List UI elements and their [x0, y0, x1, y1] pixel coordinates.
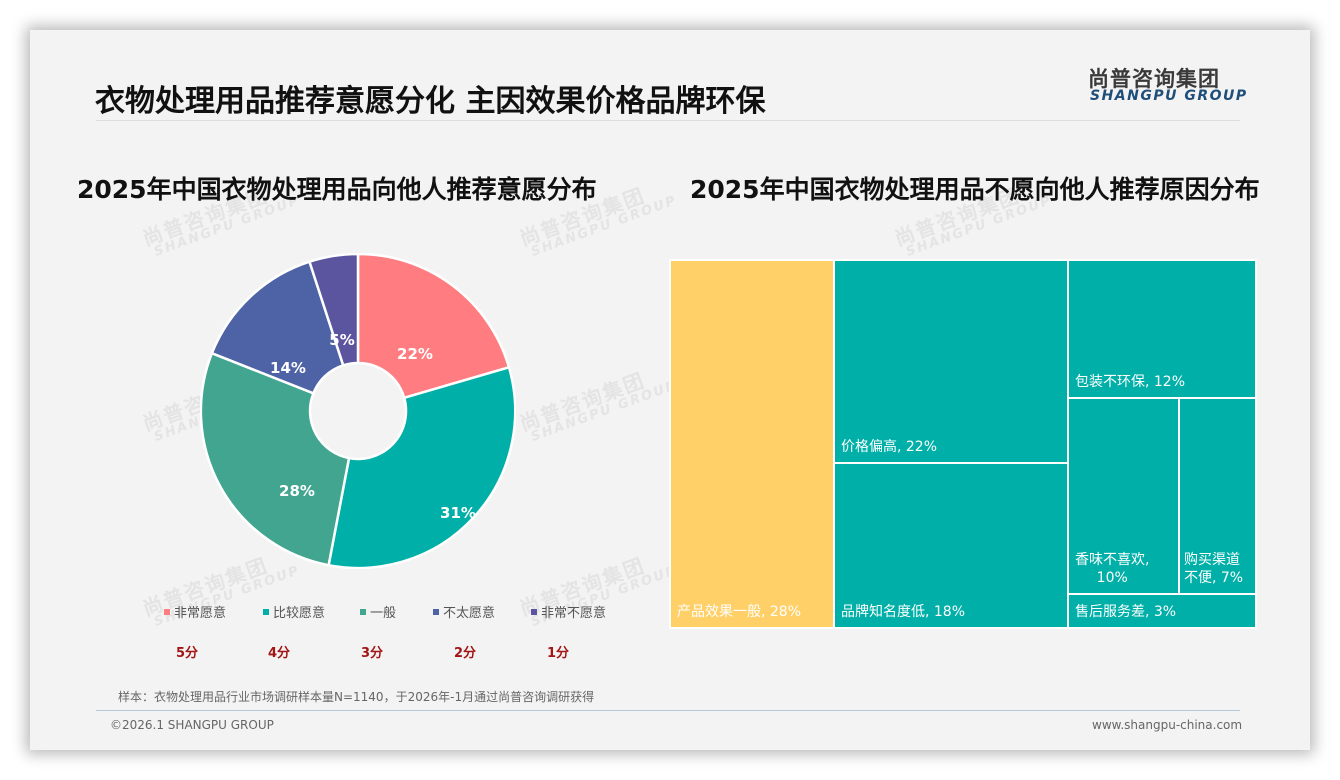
score-label: 5分	[176, 646, 199, 661]
legend-item: 不太愿意	[433, 602, 495, 621]
donut-chart: 22% 31% 28% 14% 5%	[200, 253, 516, 569]
legend-swatch	[433, 608, 439, 615]
page-title: 衣物处理用品推荐意愿分化 主因效果价格品牌环保	[95, 84, 766, 119]
copyright: ©2026.1 SHANGPU GROUP	[110, 718, 274, 732]
legend-item: 非常愿意	[164, 602, 226, 621]
score-label: 1分	[547, 646, 570, 661]
treemap-cell-effect: 产品效果一般, 28%	[671, 261, 833, 627]
logo-cn: 尚普咨询集团	[1088, 67, 1220, 91]
treemap-chart: 产品效果一般, 28% 价格偏高, 22% 品牌知名度低, 18% 包装不环保,…	[669, 259, 1257, 629]
slice-very-unwilling	[307, 253, 360, 367]
score-label: 2分	[454, 646, 477, 661]
treemap-cell-channel: 购买渠道 不便, 7%	[1180, 399, 1255, 593]
title-divider	[96, 120, 1240, 121]
left-chart-title: 2025年中国衣物处理用品向他人推荐意愿分布	[77, 175, 597, 204]
slice-label: 5%	[329, 331, 354, 349]
legend-item: 一般	[360, 602, 396, 621]
legend-item: 非常不愿意	[531, 602, 606, 621]
slice-label: 28%	[279, 482, 315, 500]
legend-item: 比较愿意	[263, 602, 325, 621]
slice-label: 14%	[270, 359, 306, 377]
score-label: 3分	[361, 646, 384, 661]
sample-note: 样本：衣物处理用品行业市场调研样本量N=1140，于2026年-1月通过尚普咨询…	[118, 690, 595, 704]
treemap-cell-scent: 香味不喜欢, 10%	[1069, 399, 1178, 593]
treemap-cell-brand: 品牌知名度低, 18%	[835, 464, 1067, 627]
slice-neutral	[200, 351, 351, 567]
website-link[interactable]: www.shangpu-china.com	[1092, 718, 1243, 732]
legend-swatch	[360, 608, 366, 615]
legend-swatch	[531, 608, 537, 615]
slice-very-willing	[356, 253, 511, 400]
slice-unwilling	[210, 260, 345, 395]
score-label: 4分	[268, 646, 291, 661]
slide: 衣物处理用品推荐意愿分化 主因效果价格品牌环保 尚普咨询集团 SHANGPU G…	[30, 30, 1310, 750]
slice-label: 31%	[440, 504, 476, 522]
legend-swatch	[263, 608, 269, 615]
treemap-cell-service: 售后服务差, 3%	[1069, 595, 1255, 627]
treemap-cell-packaging: 包装不环保, 12%	[1069, 261, 1255, 397]
slice-fairly-willing	[327, 365, 516, 569]
footer-divider	[96, 710, 1240, 711]
treemap-cell-price: 价格偏高, 22%	[835, 261, 1067, 462]
slice-label: 22%	[397, 345, 433, 363]
right-chart-title: 2025年中国衣物处理用品不愿向他人推荐原因分布	[690, 175, 1260, 204]
legend-swatch	[164, 608, 170, 615]
logo-en: SHANGPU GROUP	[1090, 88, 1248, 104]
